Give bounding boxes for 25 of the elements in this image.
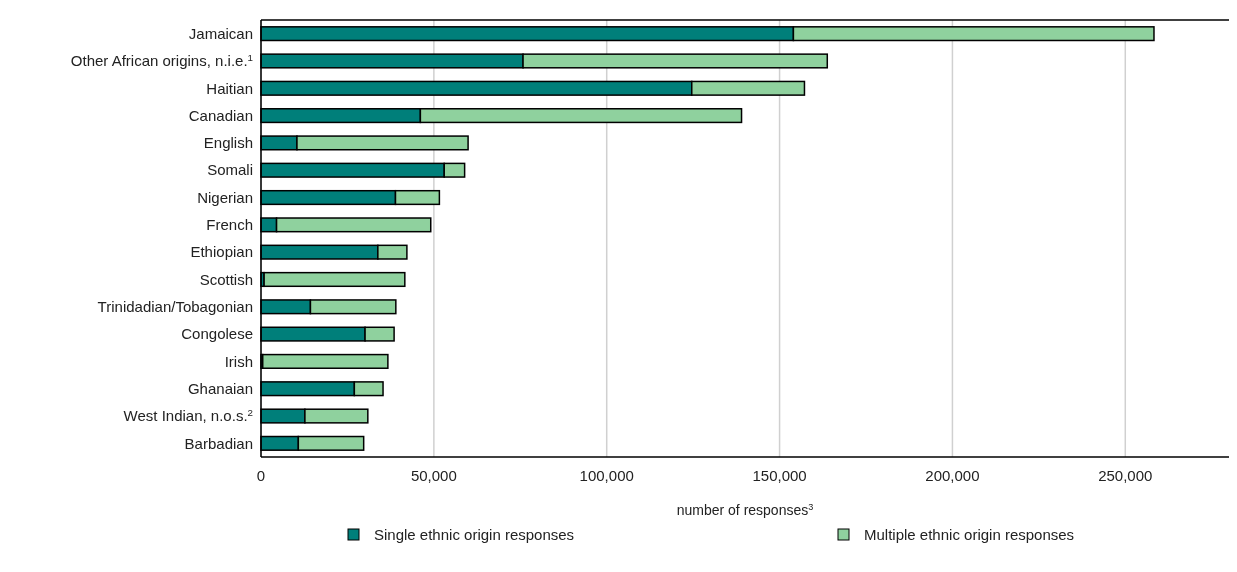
x-tick-label: 150,000 bbox=[752, 467, 807, 484]
y-tick-label: Scottish bbox=[199, 270, 253, 288]
y-tick-label: French bbox=[206, 216, 253, 234]
x-tick-label: 0 bbox=[256, 467, 266, 484]
x-tick-label: 50,000 bbox=[410, 467, 457, 484]
y-tick-label: Haitian bbox=[206, 79, 253, 97]
legend-label: Multiple ethnic origin responses bbox=[864, 526, 1075, 543]
x-tick-label: 100,000 bbox=[579, 467, 634, 484]
y-tick-label: Somali bbox=[207, 161, 253, 179]
y-tick-label: West Indian, n.o.s.$^{2}$ bbox=[123, 406, 253, 425]
y-tick-label: Jamaican bbox=[188, 24, 253, 42]
legend-label: Single ethnic origin responses bbox=[374, 526, 575, 543]
x-tick-label: 200,000 bbox=[925, 467, 980, 484]
x-tick-label: 250,000 bbox=[1098, 467, 1153, 484]
y-tick-label: Trinidadian/Tobagonian bbox=[97, 298, 253, 316]
y-tick-label: Barbadian bbox=[184, 434, 253, 452]
y-tick-label: Other African origins, n.i.e.$^{1}$ bbox=[70, 51, 253, 70]
y-tick-label: Congolese bbox=[181, 325, 253, 343]
y-tick-label: Irish bbox=[224, 352, 253, 370]
y-tick-label: Canadian bbox=[188, 106, 253, 124]
x-axis-title: number of responses$^{3}$ bbox=[676, 502, 814, 518]
y-tick-label: English bbox=[203, 134, 253, 152]
y-tick-label: Ghanaian bbox=[187, 379, 253, 397]
y-tick-label: Ethiopian bbox=[190, 243, 253, 261]
y-tick-label: Nigerian bbox=[197, 188, 253, 206]
